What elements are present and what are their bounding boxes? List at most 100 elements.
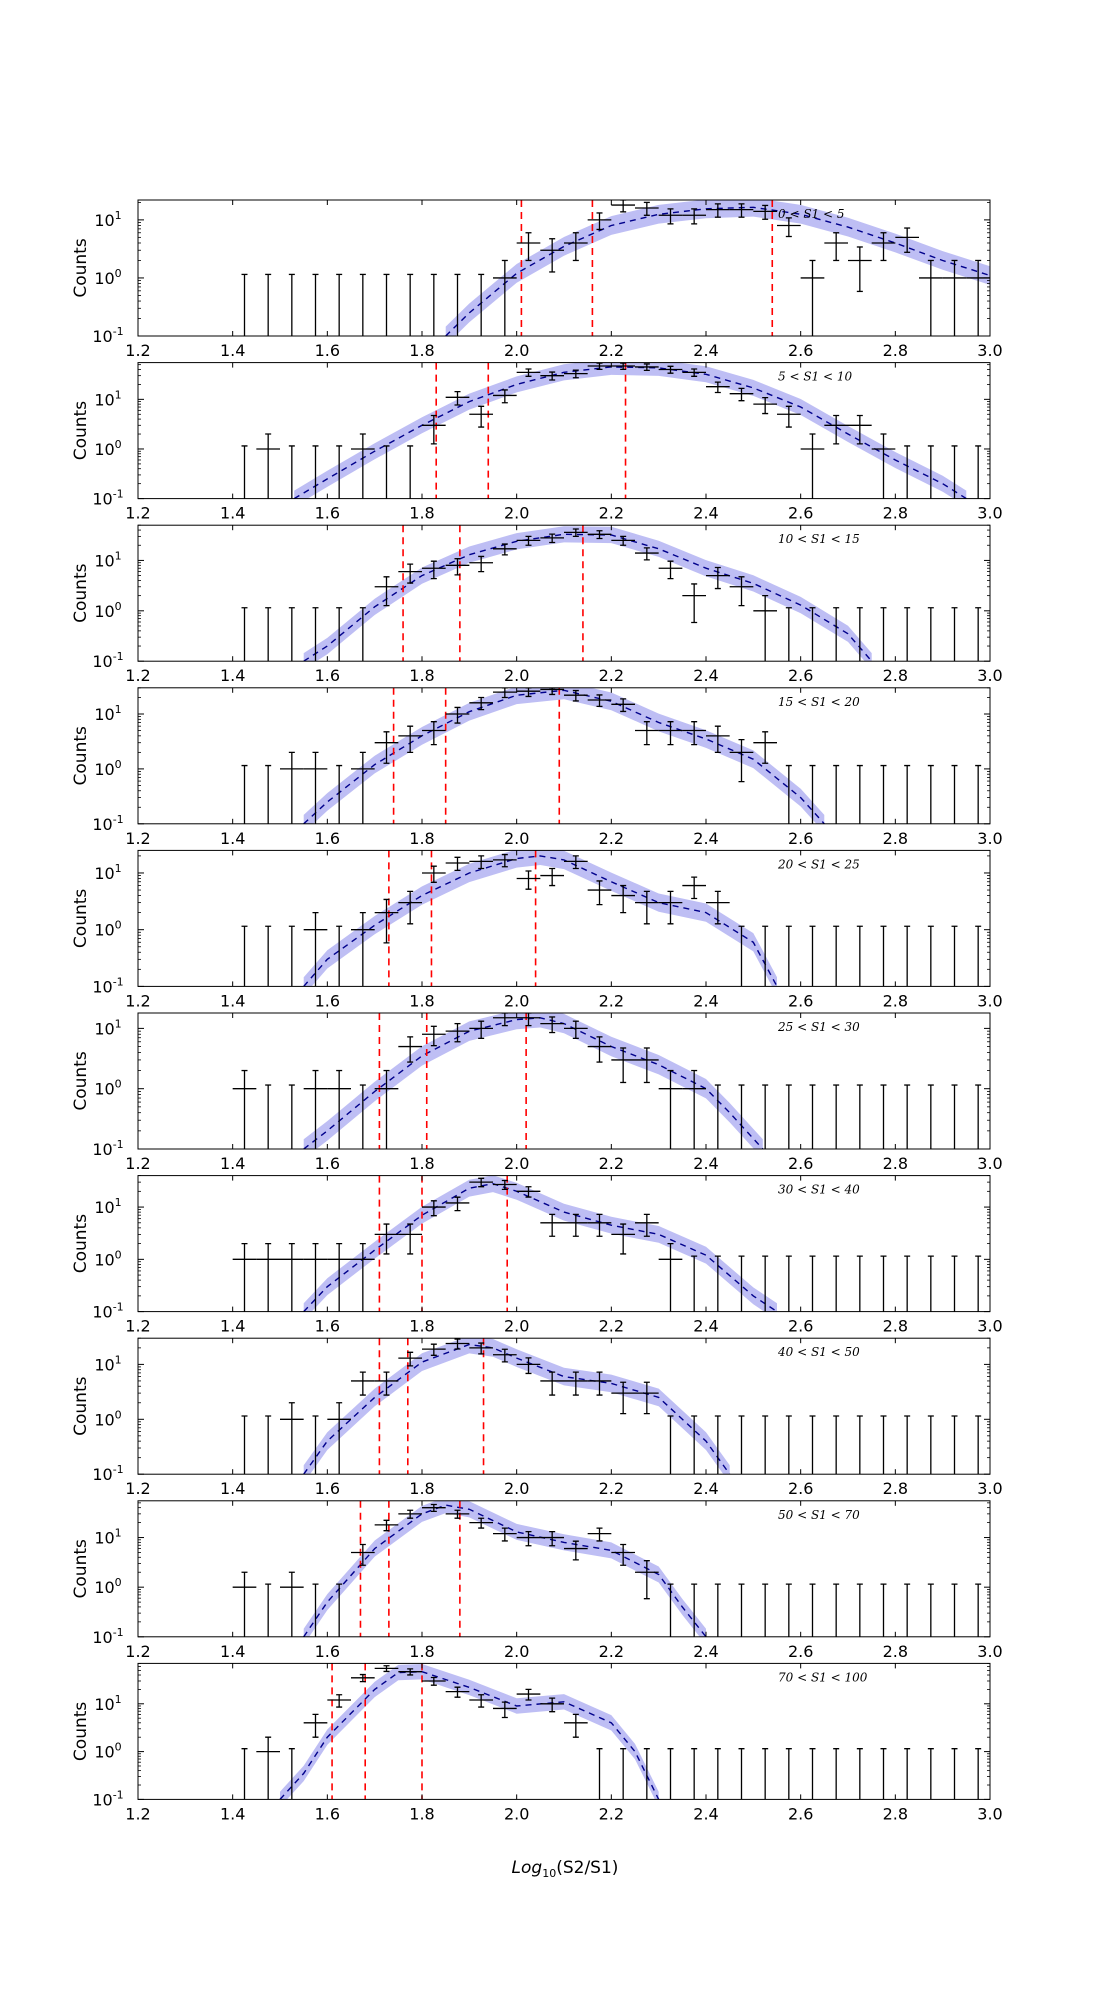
data-point: [785, 1583, 792, 1637]
data-point: [762, 1255, 769, 1312]
y-tick-base: 10: [94, 602, 114, 621]
x-tick-label: 2.6: [788, 504, 813, 523]
data-point: [564, 855, 588, 870]
data-point: [880, 764, 887, 824]
data-point: [587, 1036, 612, 1063]
x-tick-label: 2.0: [504, 1154, 529, 1173]
data-point: [824, 232, 848, 262]
data-point: [635, 1047, 659, 1084]
data-point: [904, 445, 911, 499]
data-point: [383, 445, 390, 499]
x-tick-label: 1.4: [220, 504, 245, 523]
panel-plot-area: [241, 200, 990, 336]
panel-frame: [137, 362, 991, 500]
x-tick-label: 1.2: [125, 666, 150, 685]
data-point: [833, 764, 840, 824]
x-tick-label: 3.0: [977, 504, 1002, 523]
data-point: [904, 764, 911, 824]
x-tick-label: 1.4: [220, 829, 245, 848]
y-tick-base: 10: [92, 977, 112, 996]
data-point: [848, 414, 872, 445]
y-tick-label: 101: [94, 549, 121, 570]
x-tick-label: 2.4: [693, 1479, 718, 1498]
data-point: [280, 1242, 304, 1312]
data-point: [635, 1213, 659, 1237]
data-point: [951, 764, 958, 824]
data-point: [445, 1196, 470, 1212]
x-tick-label: 2.2: [599, 1317, 624, 1336]
data-point: [942, 259, 967, 336]
data-point: [809, 607, 816, 662]
data-point: [540, 533, 564, 544]
data-point: [753, 204, 777, 220]
data-point: [975, 1415, 982, 1475]
data-point: [975, 1255, 982, 1312]
y-tick-base: 10: [94, 211, 114, 230]
y-tick-label: 10-1: [92, 975, 123, 996]
data-point: [682, 721, 706, 746]
data-point: [374, 576, 399, 607]
data-point: [469, 696, 493, 711]
y-tick-base: 10: [94, 1578, 114, 1597]
data-point: [564, 528, 588, 538]
x-tick-label: 1.6: [315, 504, 340, 523]
data-point: [587, 880, 612, 906]
data-point: [422, 414, 446, 445]
y-tick-label: 100: [94, 438, 121, 459]
y-tick-base: 10: [94, 1743, 114, 1762]
data-point: [422, 560, 446, 580]
data-point: [587, 1371, 612, 1396]
data-point: [856, 1748, 863, 1800]
data-point: [374, 1223, 399, 1255]
data-point: [691, 1255, 698, 1312]
x-tick-label: 2.2: [599, 1642, 624, 1661]
data-point: [303, 911, 328, 987]
x-tick-label: 2.2: [599, 1479, 624, 1498]
data-point: [620, 1748, 627, 1800]
y-tick-label: 101: [94, 209, 121, 230]
x-tick-label: 1.2: [125, 341, 150, 360]
data-point: [540, 1697, 564, 1713]
x-tick-label: 3.0: [977, 666, 1002, 685]
data-point: [265, 1415, 272, 1475]
data-point: [927, 1255, 934, 1312]
data-point: [635, 547, 659, 561]
x-tick-label: 1.8: [409, 341, 434, 360]
y-tick-label: 100: [94, 758, 121, 779]
y-tick-exponent: 0: [115, 1248, 122, 1261]
y-tick-exponent: -1: [113, 1788, 124, 1801]
panel-label: 50 < S1 < 70: [778, 1508, 860, 1522]
panel-3: 1.2 1.4 1.6 1.8 2.0 2.2 2.4 2.6 2.8 3.010-1100101…: [71, 524, 1003, 685]
data-point: [927, 1583, 934, 1637]
data-point: [809, 1583, 816, 1637]
x-tick-label: 2.4: [693, 829, 718, 848]
data-point: [667, 1748, 674, 1800]
data-point: [493, 1013, 517, 1027]
data-point: [398, 725, 422, 754]
panel-10: 1.2 1.4 1.6 1.8 2.0 2.2 2.4 2.6 2.8 3.010-1100101…: [71, 1662, 1003, 1823]
data-point: [398, 1223, 422, 1255]
data-point: [256, 433, 280, 499]
data-point: [312, 1415, 319, 1475]
x-tick-label: 2.0: [504, 666, 529, 685]
data-point: [785, 607, 792, 662]
data-point: [951, 925, 958, 987]
data-point: [327, 1694, 351, 1708]
y-axis-label: Counts: [71, 1702, 91, 1761]
data-point: [540, 867, 564, 887]
data-point: [658, 208, 683, 225]
data-point: [714, 1415, 721, 1475]
data-point: [635, 201, 659, 216]
x-tick-label: 2.2: [599, 341, 624, 360]
x-tick-label: 2.2: [599, 829, 624, 848]
x-tick-label: 2.2: [599, 1804, 624, 1823]
x-tick-label: 2.2: [599, 666, 624, 685]
x-tick-label: 1.2: [125, 829, 150, 848]
data-point: [336, 1583, 343, 1637]
data-point: [336, 925, 343, 987]
panel-label: 10 < S1 < 15: [778, 532, 860, 546]
y-tick-base: 10: [94, 1410, 114, 1429]
panel-label: 0 < S1 < 5: [778, 207, 845, 221]
data-point: [975, 1748, 982, 1800]
data-point: [927, 764, 934, 824]
